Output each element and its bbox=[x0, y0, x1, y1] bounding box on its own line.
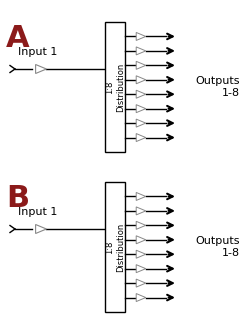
Text: 1:8
Distribution: 1:8 Distribution bbox=[105, 62, 125, 111]
Polygon shape bbox=[136, 134, 146, 142]
Polygon shape bbox=[36, 225, 46, 233]
Polygon shape bbox=[136, 90, 146, 98]
Polygon shape bbox=[136, 265, 146, 273]
Polygon shape bbox=[136, 250, 146, 258]
Polygon shape bbox=[136, 293, 146, 302]
Polygon shape bbox=[136, 207, 146, 215]
Text: Input 1: Input 1 bbox=[18, 207, 58, 217]
Text: A: A bbox=[6, 24, 30, 53]
Text: B: B bbox=[6, 184, 30, 213]
FancyBboxPatch shape bbox=[105, 182, 125, 312]
Polygon shape bbox=[136, 119, 146, 127]
Polygon shape bbox=[136, 47, 146, 55]
Polygon shape bbox=[136, 221, 146, 229]
Polygon shape bbox=[136, 279, 146, 287]
Polygon shape bbox=[136, 192, 146, 201]
Polygon shape bbox=[136, 236, 146, 244]
Text: 1:8
Distribution: 1:8 Distribution bbox=[105, 222, 125, 272]
FancyBboxPatch shape bbox=[105, 22, 125, 152]
Text: Outputs
1-8: Outputs 1-8 bbox=[196, 76, 240, 98]
Text: Outputs
1-8: Outputs 1-8 bbox=[196, 236, 240, 258]
Polygon shape bbox=[36, 64, 46, 73]
Polygon shape bbox=[136, 76, 146, 84]
Text: Input 1: Input 1 bbox=[18, 47, 58, 57]
Polygon shape bbox=[136, 105, 146, 113]
Polygon shape bbox=[136, 32, 146, 40]
Polygon shape bbox=[136, 61, 146, 69]
